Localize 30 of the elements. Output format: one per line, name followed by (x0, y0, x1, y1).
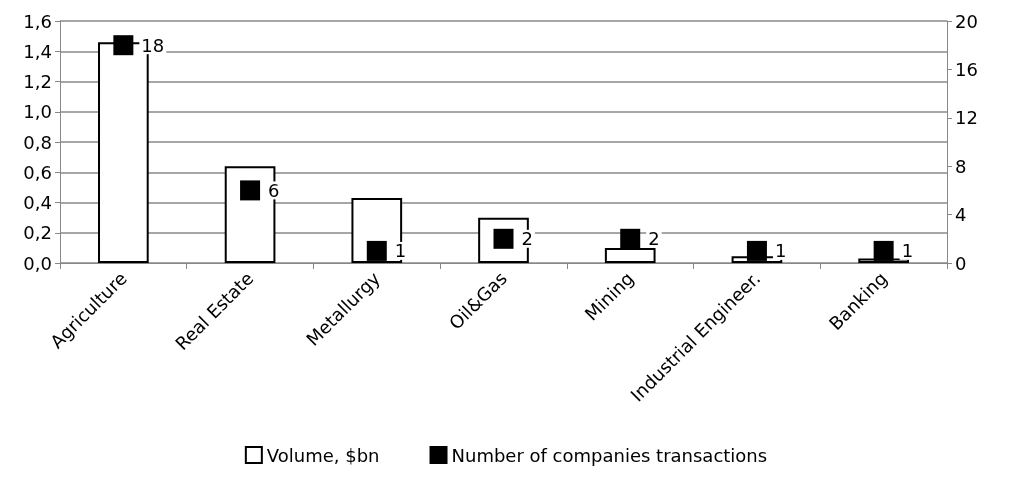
y-tick-label: 1,0 (23, 101, 52, 123)
y2-tick-label: 20 (955, 10, 978, 32)
legend-label: Volume, $bn (266, 444, 380, 466)
y-tick-label: 0,8 (23, 131, 52, 153)
data-label: 6 (268, 179, 280, 201)
data-label: 1 (394, 240, 407, 262)
point (366, 240, 387, 261)
point (113, 35, 134, 56)
y-tick-label: 0,0 (23, 252, 52, 274)
y2-tick-label: 0 (955, 252, 967, 274)
y2-tick-label: 12 (955, 107, 978, 129)
data-label: 2 (648, 228, 660, 250)
y-tick-label: 1,4 (23, 40, 52, 62)
y-tick-label: 1,2 (23, 71, 52, 92)
y2-tick-label: 4 (955, 204, 967, 226)
data-label: 18 (141, 34, 165, 56)
y2-tick-label: 8 (955, 155, 967, 177)
legend-label: Number of companies transactions (451, 444, 768, 466)
data-label: 1 (774, 240, 787, 262)
y2-tick-label: 16 (955, 58, 978, 80)
point (620, 228, 641, 249)
point (240, 180, 261, 201)
y-tick-label: 0,2 (23, 222, 52, 244)
y-tick-label: 0,6 (23, 161, 52, 183)
point (873, 240, 894, 261)
y-tick-label: 0,4 (23, 192, 52, 213)
data-label: 1 (901, 240, 914, 262)
data-label: 2 (521, 228, 533, 250)
y-tick-label: 1,6 (23, 10, 52, 32)
point (746, 240, 767, 261)
